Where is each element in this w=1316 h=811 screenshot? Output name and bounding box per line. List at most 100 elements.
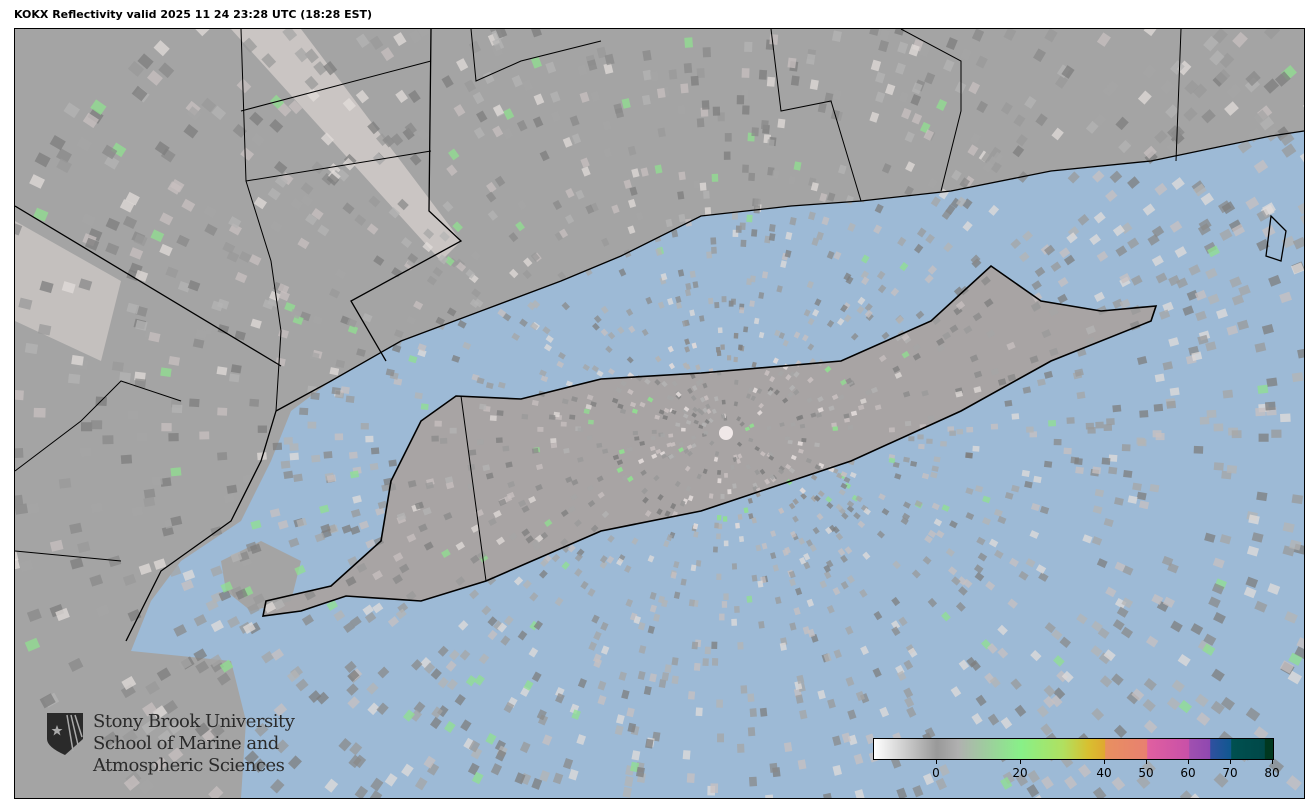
radar-echo-cell — [855, 495, 863, 503]
radar-echo-cell — [1076, 613, 1088, 625]
radar-echo-cell — [684, 465, 691, 472]
radar-echo-cell — [857, 404, 865, 411]
radar-echo-cell — [1212, 557, 1225, 569]
radar-echo-cell — [607, 534, 615, 543]
radar-echo-cell — [806, 280, 814, 289]
radar-echo-cell — [836, 317, 845, 326]
radar-echo-cell — [400, 237, 413, 248]
radar-echo-cell — [405, 590, 417, 602]
radar-echo-cell — [881, 163, 892, 174]
radar-echo-cell — [345, 576, 357, 587]
radar-echo-cell — [793, 389, 800, 396]
radar-echo-cell — [1279, 291, 1292, 304]
radar-echo-cell — [492, 104, 505, 117]
radar-echo-cell — [649, 604, 657, 613]
radar-echo-cell — [387, 616, 400, 628]
radar-echo-cell — [749, 300, 755, 307]
radar-echo-cell — [1290, 262, 1304, 275]
radar-echo-cell — [732, 483, 737, 489]
radar-echo-cell — [228, 223, 242, 236]
radar-echo-cell — [393, 377, 403, 386]
radar-echo-cell — [927, 177, 938, 189]
radar-echo-cell — [80, 422, 93, 432]
colorbar-tick — [1272, 759, 1273, 764]
radar-echo-cell — [782, 339, 789, 347]
radar-echo-cell — [1136, 355, 1148, 365]
radar-echo-cell — [840, 304, 848, 313]
radar-echo-cell — [252, 758, 267, 773]
radar-echo-cell — [989, 676, 1001, 688]
radar-echo-cell — [476, 377, 485, 385]
radar-echo-cell — [785, 374, 792, 381]
radar-echo-cell — [647, 625, 655, 634]
radar-echo-cell — [335, 268, 347, 280]
radar-echo-cell — [247, 602, 260, 615]
radar-echo-cell — [1254, 600, 1268, 613]
radar-echo-cell — [840, 554, 848, 563]
radar-echo-cell — [693, 662, 701, 671]
colorbar-tick — [1188, 759, 1189, 764]
radar-echo-cell — [736, 458, 742, 464]
radar-echo-cell — [747, 727, 756, 737]
radar-echo-cell — [853, 753, 864, 765]
radar-echo-cell — [714, 451, 720, 457]
radar-echo-cell — [721, 399, 726, 405]
radar-echoes — [15, 29, 1304, 798]
radar-echo-cell — [1026, 426, 1034, 433]
radar-echo-cell — [509, 268, 519, 279]
radar-echo-cell — [686, 444, 693, 450]
radar-echo-cell — [1162, 596, 1175, 608]
radar-echo-cell — [340, 386, 350, 394]
radar-echo-cell — [69, 522, 83, 535]
radar-echo-cell — [936, 98, 948, 111]
radar-echo-cell — [638, 645, 647, 654]
radar-echo-cell — [876, 530, 885, 539]
radar-echo-cell — [26, 502, 40, 515]
radar-echo-cell — [497, 308, 507, 318]
radar-echo-cell — [933, 456, 941, 463]
radar-echo-cell — [1078, 764, 1092, 778]
radar-echo-cell — [445, 481, 455, 490]
radar-echo-cell — [1264, 401, 1276, 411]
radar-echo-cell — [684, 346, 691, 353]
radar-echo-cell — [186, 106, 202, 121]
radar-echo-cell — [388, 207, 401, 219]
radar-echo-cell — [1203, 241, 1217, 254]
radar-echo-cell — [790, 454, 797, 461]
radar-echo-cell — [418, 523, 428, 533]
radar-echo-cell — [168, 355, 181, 366]
radar-echo-cell — [773, 389, 780, 396]
radar-echo-cell — [1031, 280, 1042, 291]
radar-echo-cell — [832, 89, 842, 101]
radar-echo-cell — [631, 168, 640, 178]
radar-echo-cell — [793, 331, 801, 339]
radar-echo-cell — [1013, 114, 1026, 127]
long-island — [263, 266, 1156, 616]
radar-echo-cell — [703, 395, 709, 401]
radar-echo-cell — [540, 375, 549, 383]
radar-echo-cell — [924, 727, 936, 739]
radar-echo-cell — [1111, 776, 1126, 791]
radar-echo-cell — [626, 356, 634, 364]
radar-echo-cell — [803, 553, 811, 561]
radar-echo-cell — [477, 550, 487, 560]
radar-echo-cell — [210, 724, 225, 739]
radar-echo-cell — [784, 249, 792, 258]
radar-echo-cell — [585, 404, 592, 410]
radar-echo-cell — [710, 237, 717, 245]
radar-echo-cell — [615, 386, 623, 394]
radar-echo-cell — [631, 750, 641, 761]
radar-echo-cell — [529, 322, 539, 331]
radar-echo-cell — [468, 449, 477, 456]
radar-echo-cell — [234, 330, 246, 341]
radar-echo-cell — [446, 307, 457, 317]
radar-echo-cell — [702, 468, 708, 475]
radar-echo-cell — [1166, 696, 1181, 711]
radar-echo-cell — [611, 204, 620, 214]
radar-echo-cell — [955, 601, 966, 612]
radar-echo-cell — [1153, 403, 1164, 412]
radar-echo-cell — [711, 246, 717, 254]
radar-echo-cell — [668, 433, 674, 438]
radar-echo-cell — [297, 237, 310, 250]
logo-line-2: School of Marine and — [93, 733, 279, 754]
